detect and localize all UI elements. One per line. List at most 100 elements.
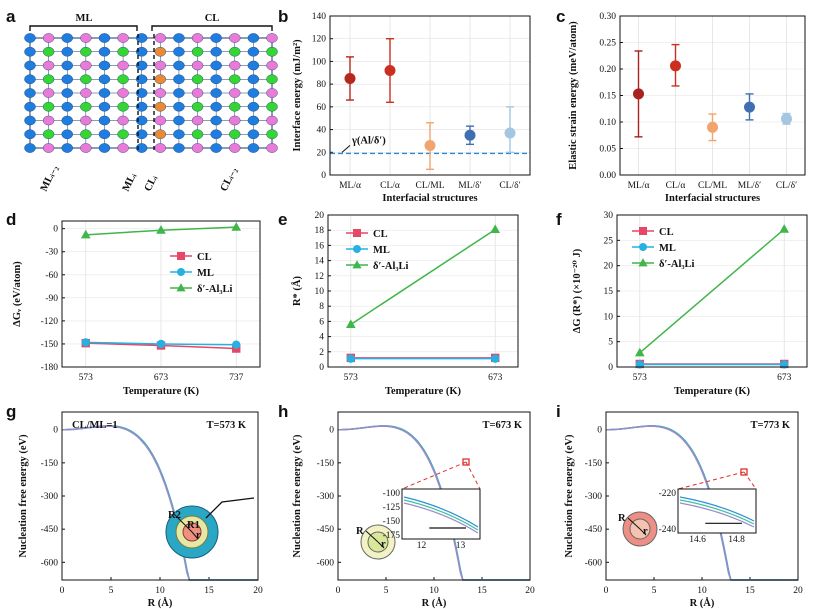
- atom: [173, 129, 185, 140]
- panel-label-f: f: [556, 210, 562, 229]
- atom: [61, 60, 73, 71]
- axes-frame: [337, 411, 531, 581]
- data-point: [232, 340, 241, 349]
- x-tick-label: 20: [793, 586, 803, 596]
- atom: [80, 143, 92, 153]
- x-tick-label: ML/δ′: [738, 181, 761, 191]
- y-tick-label: 0.20: [599, 65, 616, 75]
- atom: [135, 115, 148, 126]
- panel-label-d: d: [6, 210, 16, 229]
- data-point: [639, 227, 647, 235]
- energy-curve-2: [62, 425, 258, 581]
- atom: [266, 60, 278, 71]
- atom: [80, 46, 92, 57]
- y-tick-label: -120: [41, 317, 59, 327]
- axes-frame: [61, 411, 259, 581]
- atom: [247, 74, 260, 85]
- inset-y-tick: -125: [383, 503, 401, 513]
- atom: [24, 46, 36, 57]
- x-tick-label: 573: [344, 373, 359, 383]
- panel-label-a: a: [6, 7, 16, 26]
- pointer-arrow: [205, 497, 255, 519]
- atom: [117, 115, 129, 126]
- atom: [191, 74, 204, 85]
- data-point: [80, 229, 91, 239]
- axes-frame: [619, 15, 806, 176]
- zoom-connector: [677, 471, 745, 490]
- atom: [24, 129, 36, 140]
- atom: [247, 46, 260, 57]
- y-tick-label: 80: [317, 80, 327, 90]
- cl-bracket: [151, 25, 273, 31]
- atom: [117, 46, 129, 57]
- chart-f: 573 673 0 5 10 15 20 25 30 CL ML δ′-Al₃Li Temperatur…: [572, 211, 808, 397]
- radius-line: [365, 530, 379, 543]
- atom: [191, 46, 204, 57]
- atom: [24, 143, 36, 153]
- data-point: [384, 65, 396, 77]
- y-axis-label: Nucleation free energy (eV): [292, 434, 303, 558]
- zoom-marker: [740, 468, 748, 476]
- y-tick-label: -450: [41, 525, 59, 535]
- atom: [266, 33, 278, 43]
- data-point: [424, 139, 436, 151]
- atom: [247, 33, 260, 43]
- legend-label-1: ML: [659, 243, 676, 254]
- data-point: [504, 127, 516, 139]
- data-point: [353, 229, 361, 237]
- atom: [247, 115, 260, 126]
- chart-g: 0 5 10 15 20 0 -150 -300 -450 -600 CL/ML=1 T=573 K R…: [18, 411, 263, 609]
- data-point: [176, 283, 186, 292]
- legend-label-0: CL: [659, 227, 674, 238]
- atom: [191, 101, 204, 112]
- x-tick-label: 15: [477, 586, 487, 596]
- data-point: [177, 252, 185, 260]
- y-tick-label: 0: [329, 426, 334, 436]
- atom: [229, 143, 241, 153]
- x-tick-label: 0: [604, 586, 609, 596]
- legend-label-0: CL: [197, 252, 212, 263]
- zoom-curve: [403, 502, 479, 534]
- chart-c: 0.00 0.05 0.10 0.15 0.20 0.25 0.30 ML/α CL/α CL/M…: [568, 12, 806, 204]
- y-tick-label: 40: [317, 126, 327, 136]
- panel-label-e: e: [278, 210, 287, 229]
- data-point: [634, 347, 645, 357]
- atom: [191, 129, 204, 140]
- layer-label: MLᵢ₋₂: [39, 164, 61, 194]
- atom: [42, 115, 55, 126]
- atom: [154, 33, 167, 43]
- chart-e: 573 673 0 2 4 6 8 10 12 14 16 18 20 CL ML δ′-Al₃Li Tempe…: [291, 211, 519, 397]
- data-point: [353, 245, 361, 253]
- atom: [229, 74, 241, 85]
- atom: [266, 88, 278, 98]
- y-tick-label: 0: [53, 225, 58, 235]
- atom: [61, 143, 73, 153]
- atom: [173, 60, 185, 71]
- x-tick-label: CL/δ′: [499, 181, 520, 191]
- atom: [117, 88, 129, 98]
- atom: [98, 74, 111, 85]
- atom: [98, 143, 111, 153]
- y-axis-label: Interface energy (mJ/m²): [292, 39, 303, 152]
- inset-y-tick: -100: [383, 489, 401, 499]
- data-point: [490, 224, 501, 234]
- layer-label: MLᵢ: [121, 171, 139, 193]
- atom: [173, 143, 185, 153]
- atom: [98, 115, 111, 126]
- x-tick-label: 20: [253, 586, 263, 596]
- atom: [173, 101, 185, 112]
- chart-i: 0 5 10 15 20 0 -150 -300 -450 -600 T=773 K Rr -220 -2…: [564, 411, 803, 609]
- inset-y-tick: -150: [383, 517, 401, 527]
- y-tick-label: 20: [315, 211, 325, 221]
- y-tick-label: 0: [597, 426, 602, 436]
- x-tick-label: CL/ML: [415, 181, 444, 191]
- y-tick-label: 25: [604, 236, 614, 246]
- atom: [210, 74, 222, 85]
- atom: [42, 129, 55, 140]
- atom: [42, 101, 55, 112]
- energy-curve-1: [62, 425, 258, 581]
- ml-label: ML: [76, 13, 93, 24]
- layer-label: CLᵢ: [143, 174, 160, 194]
- zoom-marker: [462, 458, 470, 466]
- y-tick-label: 8: [319, 302, 324, 312]
